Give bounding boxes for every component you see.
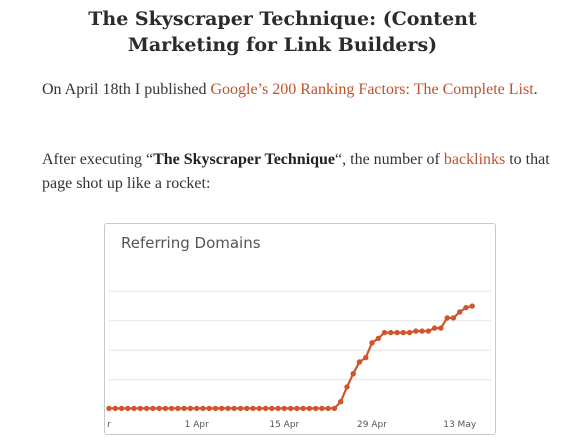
data-point (419, 328, 425, 334)
data-point (112, 405, 118, 412)
data-point (262, 405, 269, 412)
data-point (325, 405, 331, 412)
data-point (381, 329, 388, 336)
article-title: The Skyscraper Technique: (Content Marke… (88, 8, 477, 56)
data-point (269, 405, 275, 412)
data-point (375, 335, 381, 342)
x-tick-label: 15 Apr (269, 420, 299, 430)
x-tick-label: 29 Apr (357, 420, 387, 430)
data-point (187, 405, 194, 412)
result-text-middle: “, the number of (335, 151, 444, 168)
data-point (219, 405, 225, 412)
data-point (413, 328, 419, 334)
data-point (237, 405, 244, 412)
data-point (344, 384, 350, 390)
data-point (319, 405, 325, 412)
intro-period: . (533, 81, 538, 98)
data-point (338, 399, 344, 405)
data-point (350, 371, 356, 377)
technique-name: The Skyscraper Technique (153, 151, 336, 168)
data-point (150, 405, 156, 412)
data-point (162, 405, 169, 412)
data-point (463, 304, 469, 311)
data-point (356, 359, 363, 365)
data-point (106, 405, 112, 412)
data-point (275, 405, 281, 412)
data-point (294, 405, 300, 412)
data-point (244, 405, 250, 412)
intro-text: On April 18th I published (42, 81, 211, 98)
data-point (425, 328, 432, 334)
data-point (131, 405, 137, 412)
data-point (175, 405, 181, 412)
data-point (118, 405, 125, 412)
data-point (394, 329, 400, 336)
data-point (125, 405, 131, 412)
data-point (406, 329, 413, 336)
data-point (438, 325, 444, 331)
chart-x-axis-labels: r 1 Apr 15 Apr 29 Apr 13 May (107, 420, 477, 430)
data-point (250, 405, 256, 412)
result-text-start: After executing “ (42, 151, 154, 168)
data-point (225, 405, 231, 412)
data-point (281, 405, 287, 412)
data-point (194, 405, 200, 412)
data-point (168, 405, 175, 412)
data-point (181, 405, 187, 412)
data-point (300, 405, 306, 412)
backlinks-link[interactable]: backlinks (443, 151, 506, 168)
intro-paragraph: On April 18th I published Google’s 200 R… (42, 78, 557, 102)
data-point (206, 405, 212, 412)
x-tick-label: 13 May (443, 420, 477, 430)
chart-title: Referring Domains (121, 234, 261, 252)
data-point (313, 405, 319, 412)
data-point (200, 405, 206, 412)
data-point (431, 325, 438, 331)
data-point (231, 405, 237, 412)
data-point (287, 405, 294, 412)
data-point (457, 309, 463, 315)
data-point (306, 405, 313, 412)
data-point (212, 405, 219, 412)
data-point (400, 329, 406, 336)
chart-gridlines (109, 290, 491, 381)
x-tick-label: r (107, 420, 111, 430)
data-point (256, 405, 262, 412)
chart-series-line (109, 305, 473, 410)
data-point (388, 329, 394, 336)
chart-canvas: Referring Domains r 1 Apr 15 Apr 29 Apr 13 M… (106, 234, 491, 430)
data-point (469, 303, 475, 309)
data-point (450, 315, 457, 321)
data-point (143, 405, 150, 412)
data-point (363, 354, 369, 361)
data-point (444, 315, 450, 321)
ranking-factors-link[interactable]: Google’s 200 Ranking Factors: The Comple… (210, 81, 534, 98)
series-line (109, 305, 473, 410)
data-point (137, 405, 143, 412)
data-point (156, 405, 162, 412)
referring-domains-chart: Referring Domains r 1 Apr 15 Apr 29 Apr 13 M… (104, 223, 496, 435)
x-tick-label: 1 Apr (185, 420, 209, 430)
result-paragraph: After executing “The Skyscraper Techniqu… (42, 148, 557, 196)
chart-data-points (106, 303, 475, 412)
data-point (331, 405, 338, 412)
data-point (369, 340, 375, 346)
result-text-end: to that page shot up like a rocket: (42, 151, 550, 192)
